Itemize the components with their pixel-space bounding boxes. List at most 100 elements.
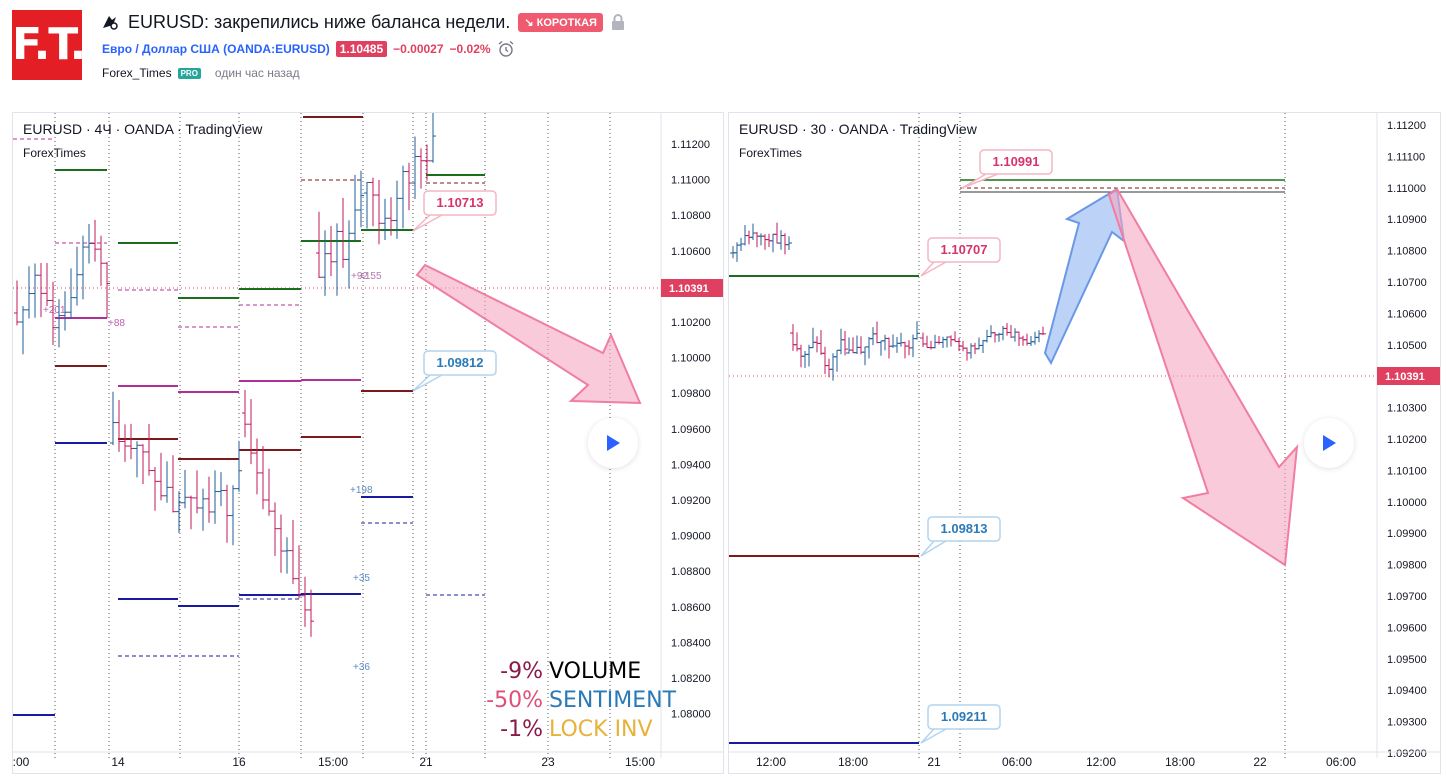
time-tick-label: 21 (419, 755, 433, 769)
time-tick-label: 06:00 (1002, 755, 1032, 769)
level-delta-label: +198 (350, 485, 373, 496)
price-callout-box (423, 190, 497, 216)
publish-time: один час назад (214, 66, 300, 80)
time-tick-label: 06:00 (1326, 755, 1356, 769)
price-callout-box (423, 350, 497, 376)
price-tick-label: 1.09300 (1387, 717, 1427, 729)
current-price-label: 1.10391 (669, 283, 709, 295)
price-tick-label: 1.09600 (1387, 622, 1427, 634)
price-tick-label: 1.09900 (1387, 528, 1427, 540)
price-tick-label: 1.10800 (671, 210, 711, 222)
price-tick-label: 1.08600 (671, 602, 711, 614)
price-callout-box (927, 237, 1001, 263)
time-tick-label: 12:00 (756, 755, 786, 769)
price-tick-label: 1.11200 (671, 139, 710, 151)
price-tick-label: 1.10200 (1387, 434, 1427, 446)
time-tick-label: 21 (927, 755, 941, 769)
level-delta-label: +36 (353, 662, 370, 673)
price-callout-label: 1.10713 (437, 195, 484, 210)
chart-4h-canvas[interactable]: +201+88+198+35+36+92+155 1.107131.09812 … (13, 113, 723, 773)
price-callout-label: 1.09813 (941, 521, 988, 536)
price-tick-label: 1.11100 (1387, 151, 1425, 163)
lock-icon (611, 14, 624, 30)
chart-30m-symbol: EURUSD · 30 · OANDA · TradingView (739, 121, 977, 137)
time-tick-label: 18:00 (1165, 755, 1195, 769)
price-tick-label: 1.10000 (671, 353, 711, 365)
price-tick-label: 1.09700 (1387, 591, 1427, 603)
price-tick-label: 1.08800 (671, 566, 711, 578)
stat-volume: -9% VOLUME (500, 659, 642, 684)
price-tick-label: 1.09200 (1387, 748, 1427, 760)
level-delta-label: +201 (43, 305, 66, 316)
price-tick-label: 1.09200 (671, 495, 711, 507)
price-tick-label: 1.11000 (1387, 183, 1426, 195)
idea-title: EURUSD: закрепились ниже баланса недели. (128, 11, 511, 32)
play-icon (1323, 435, 1336, 451)
current-price-label: 1.10391 (1385, 371, 1425, 383)
price-callout-box (927, 516, 1001, 542)
time-tick-label: 22 (1253, 755, 1267, 769)
symbol-row: Евро / Доллар США (OANDA:EURUSD) 1.10485… (102, 40, 515, 58)
price-tick-label: 1.09000 (671, 531, 711, 543)
chart-30m-panel[interactable]: 1.10991 1.10707 1.09813 1.09211 1.11200 1.11… (728, 112, 1441, 774)
current-price-marker (1377, 367, 1440, 385)
callout-pointer (961, 173, 999, 189)
callout-pointer (412, 374, 443, 392)
price-tick-label: 1.08000 (671, 709, 711, 721)
chart-30m-canvas[interactable]: 1.10991 1.10707 1.09813 1.09211 1.11200 1.11… (729, 113, 1440, 773)
price-tick-label: 1.10600 (1387, 308, 1427, 320)
price-callout-label: 1.09211 (941, 709, 987, 724)
chart-4h-panel[interactable]: +201 +88 +198 +35 +36 +92 +155 1.10713 1.09812 … (12, 112, 724, 774)
price-tick-label: 1.09800 (1387, 560, 1427, 572)
price-tick-label: 1.09400 (671, 459, 711, 471)
callout-pointer (920, 261, 947, 277)
play-icon (607, 435, 620, 451)
price-callout-label: 1.10707 (941, 242, 988, 257)
price-tick-label: 1.10900 (1387, 214, 1427, 226)
author-name[interactable]: Forex_Times (102, 66, 172, 80)
price-callout-label: 1.10991 (993, 154, 1040, 169)
price-tick-label: 1.10700 (1387, 277, 1427, 289)
time-tick-label: 15:00 (318, 755, 348, 769)
forex-times-logo[interactable]: F.T. (12, 10, 86, 80)
price-callout-label: 1.09812 (437, 355, 484, 370)
price-tick-label: 1.10100 (1387, 465, 1427, 477)
play-replay-button[interactable] (1304, 418, 1354, 468)
price-tick-label: 1.10800 (1387, 246, 1427, 258)
sentiment-stats: -9% VOLUME -50% SENTIMENT -1% LOCK INV (483, 657, 676, 744)
stat-sentiment: -50% SENTIMENT (486, 688, 677, 713)
callout-pointer (920, 540, 947, 557)
last-price-badge: 1.10485 (335, 41, 388, 57)
idea-icon (103, 16, 118, 30)
price-tick-label: 1.09500 (1387, 654, 1427, 666)
level-delta-label: +155 (359, 271, 382, 282)
short-forecast-arrow (1107, 187, 1299, 567)
price-tick-label: 1.10500 (1387, 340, 1427, 352)
short-forecast-arrow (415, 263, 642, 405)
level-delta-label: +35 (353, 573, 370, 584)
price-tick-label: 1.09800 (671, 388, 711, 400)
price-tick-label: 1.10600 (671, 246, 711, 258)
price-callout-box (979, 149, 1053, 175)
price-tick-label: 1.10000 (1387, 497, 1427, 509)
time-tick-label: 14 (111, 755, 125, 769)
time-tick-label: 12:00 (1086, 755, 1116, 769)
symbol-link[interactable]: Евро / Доллар США (OANDA:EURUSD) (102, 42, 330, 56)
time-tick-label: 18:00 (838, 755, 868, 769)
play-replay-button[interactable] (588, 418, 638, 468)
price-callout-box (927, 704, 1001, 730)
price-change-percent: −0.02% (449, 42, 491, 56)
level-delta-label: +88 (108, 318, 125, 329)
time-tick-label: 15:00 (625, 755, 655, 769)
price-tick-label: 1.11200 (1387, 120, 1426, 132)
price-tick-label: 1.09600 (671, 424, 711, 436)
chart-4h-watermark: ForexTimes (23, 146, 86, 160)
level-delta-label: +92 (351, 271, 368, 282)
price-tick-label: 1.09400 (1387, 685, 1427, 697)
long-forecast-arrow (1043, 187, 1126, 366)
callout-pointer (920, 728, 947, 744)
pro-badge: PRO (177, 67, 201, 79)
time-tick-label: 16 (232, 755, 246, 769)
alarm-clock-icon[interactable] (497, 40, 515, 58)
current-price-marker (661, 279, 723, 297)
